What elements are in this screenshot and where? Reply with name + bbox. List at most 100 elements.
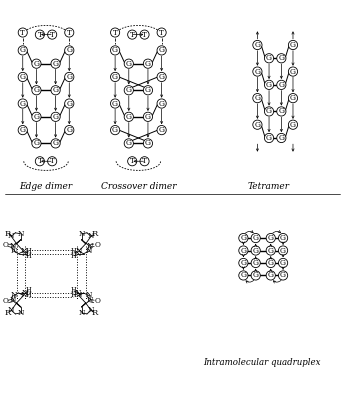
- Text: G: G: [112, 46, 118, 54]
- Text: G: G: [145, 86, 151, 94]
- Text: N: N: [74, 250, 81, 258]
- Text: G: G: [280, 271, 286, 280]
- Text: N: N: [20, 291, 27, 299]
- Text: N: N: [8, 306, 14, 314]
- Text: G: G: [268, 271, 274, 280]
- Text: H: H: [26, 291, 32, 299]
- Text: G: G: [126, 113, 132, 121]
- Text: T: T: [38, 157, 42, 165]
- Text: G: G: [253, 259, 259, 267]
- Text: G: G: [112, 73, 118, 81]
- Text: G: G: [278, 107, 284, 115]
- Text: G: G: [52, 60, 59, 68]
- Text: O: O: [2, 241, 8, 249]
- Text: G: G: [280, 247, 286, 255]
- Text: H: H: [26, 252, 32, 260]
- Text: G: G: [20, 126, 26, 134]
- Text: G: G: [33, 139, 39, 148]
- Text: G: G: [66, 73, 72, 81]
- Text: O: O: [2, 298, 8, 306]
- Text: G: G: [33, 113, 39, 121]
- Text: N: N: [76, 247, 82, 255]
- Text: G: G: [52, 86, 59, 94]
- Text: G: G: [112, 126, 118, 134]
- Text: N: N: [11, 247, 17, 255]
- Text: G: G: [290, 121, 296, 129]
- Text: G: G: [254, 121, 260, 129]
- Text: G: G: [268, 247, 274, 255]
- Text: G: G: [253, 271, 259, 280]
- Text: G: G: [278, 54, 284, 62]
- Text: T: T: [38, 31, 42, 38]
- Text: T: T: [130, 157, 135, 165]
- Text: G: G: [278, 81, 284, 89]
- Text: N: N: [8, 232, 14, 240]
- Text: N: N: [78, 230, 85, 238]
- Text: G: G: [159, 46, 165, 54]
- Text: G: G: [145, 60, 151, 68]
- Text: N: N: [18, 309, 24, 317]
- Text: G: G: [280, 259, 286, 267]
- Text: T: T: [113, 28, 118, 36]
- Text: N: N: [87, 242, 93, 250]
- Text: N: N: [74, 289, 81, 297]
- Text: G: G: [20, 73, 26, 81]
- Text: G: G: [145, 113, 151, 121]
- Text: G: G: [278, 134, 284, 142]
- Text: N: N: [11, 291, 17, 299]
- Text: G: G: [126, 86, 132, 94]
- Text: R: R: [91, 309, 97, 317]
- Text: G: G: [280, 234, 286, 242]
- Text: G: G: [126, 60, 132, 68]
- Text: R: R: [5, 309, 11, 317]
- Text: N: N: [76, 291, 82, 299]
- Text: N: N: [22, 289, 28, 297]
- Text: N: N: [85, 291, 92, 299]
- Text: T: T: [50, 157, 55, 165]
- Text: G: G: [254, 94, 260, 102]
- Text: N: N: [87, 296, 93, 304]
- Text: G: G: [145, 139, 151, 148]
- Text: G: G: [159, 126, 165, 134]
- Text: H: H: [70, 247, 76, 255]
- Text: G: G: [159, 73, 165, 81]
- Text: N: N: [85, 247, 92, 255]
- Text: G: G: [266, 54, 272, 62]
- Text: T: T: [130, 31, 135, 38]
- Text: G: G: [266, 134, 272, 142]
- Text: O: O: [94, 241, 100, 249]
- Text: T: T: [142, 31, 147, 38]
- Text: N: N: [88, 232, 94, 240]
- Text: Crossover dimer: Crossover dimer: [101, 182, 176, 191]
- Text: G: G: [66, 46, 72, 54]
- Text: N: N: [78, 309, 85, 317]
- Text: G: G: [159, 99, 165, 107]
- Text: G: G: [33, 60, 39, 68]
- Text: G: G: [290, 41, 296, 49]
- Text: G: G: [126, 139, 132, 148]
- Text: N: N: [88, 306, 94, 314]
- Text: N: N: [20, 247, 27, 255]
- Text: H: H: [26, 247, 32, 255]
- Text: G: G: [254, 68, 260, 76]
- Text: G: G: [20, 46, 26, 54]
- Text: T: T: [67, 28, 72, 36]
- Text: N: N: [18, 230, 24, 238]
- Text: G: G: [66, 99, 72, 107]
- Text: N: N: [9, 296, 16, 304]
- Text: N: N: [9, 242, 16, 250]
- Text: R: R: [91, 230, 97, 238]
- Text: G: G: [20, 99, 26, 107]
- Text: Intramolecular quadruplex: Intramolecular quadruplex: [203, 358, 320, 367]
- Text: G: G: [33, 86, 39, 94]
- Text: G: G: [240, 271, 246, 280]
- Text: G: G: [290, 94, 296, 102]
- Text: G: G: [266, 107, 272, 115]
- Text: T: T: [142, 157, 147, 165]
- Text: G: G: [254, 41, 260, 49]
- Text: N: N: [22, 250, 28, 258]
- Text: G: G: [52, 139, 59, 148]
- Text: T: T: [50, 31, 55, 38]
- Text: G: G: [240, 234, 246, 242]
- Text: T: T: [20, 28, 25, 36]
